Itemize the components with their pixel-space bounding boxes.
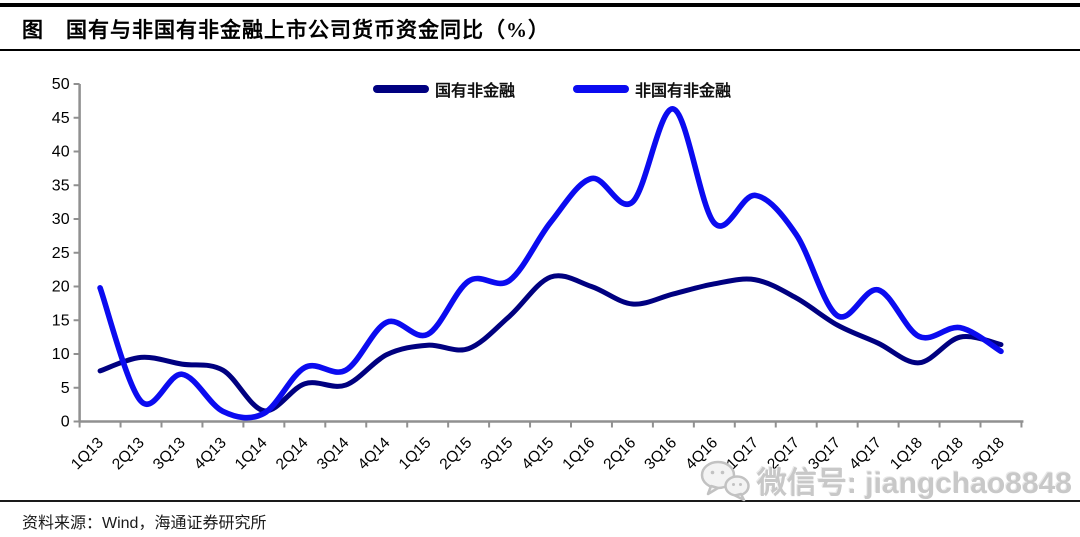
- legend-label: 非国有非金融: [635, 83, 732, 100]
- svg-text:0: 0: [61, 414, 70, 431]
- svg-text:3Q16: 3Q16: [641, 434, 680, 473]
- svg-text:30: 30: [52, 211, 70, 228]
- svg-text:1Q15: 1Q15: [396, 434, 435, 473]
- svg-text:3Q13: 3Q13: [150, 434, 189, 473]
- svg-text:50: 50: [52, 76, 70, 93]
- svg-text:10: 10: [52, 346, 70, 363]
- svg-text:2Q13: 2Q13: [109, 434, 148, 473]
- top-border-rule: [0, 3, 1080, 7]
- page-title: 图 国有与非国有非金融上市公司货币资金同比（%）: [22, 18, 550, 42]
- svg-text:1Q17: 1Q17: [723, 434, 762, 473]
- legend-line-swatch-blue: [573, 85, 629, 93]
- svg-text:1Q18: 1Q18: [887, 434, 926, 473]
- svg-text:35: 35: [52, 177, 70, 194]
- footer-divider-rule: [0, 500, 1080, 502]
- svg-text:2Q17: 2Q17: [764, 434, 803, 473]
- legend-label: 国有非金融: [434, 83, 515, 100]
- svg-text:40: 40: [52, 144, 70, 161]
- legend-item-non-state-owned: 非国有非金融: [573, 77, 731, 101]
- svg-text:1Q16: 1Q16: [559, 434, 598, 473]
- svg-text:3Q15: 3Q15: [478, 434, 517, 473]
- source-note: 资料来源：Wind，海通证券研究所: [22, 515, 267, 532]
- svg-text:2Q15: 2Q15: [437, 434, 476, 473]
- chart-legend: 国有非金融 非国有非金融: [80, 77, 1024, 101]
- title-underline-rule: [0, 49, 1080, 51]
- svg-text:4Q16: 4Q16: [682, 434, 721, 473]
- svg-text:3Q14: 3Q14: [314, 434, 353, 473]
- svg-text:1Q14: 1Q14: [232, 434, 271, 473]
- svg-text:45: 45: [52, 110, 70, 127]
- svg-text:3Q18: 3Q18: [969, 434, 1008, 473]
- svg-text:25: 25: [52, 245, 70, 262]
- svg-text:4Q17: 4Q17: [846, 434, 885, 473]
- svg-text:5: 5: [61, 380, 70, 397]
- svg-text:2Q18: 2Q18: [928, 434, 967, 473]
- svg-text:3Q17: 3Q17: [805, 434, 844, 473]
- svg-text:4Q15: 4Q15: [519, 434, 558, 473]
- svg-text:20: 20: [52, 279, 70, 296]
- svg-text:2Q14: 2Q14: [273, 434, 312, 473]
- svg-text:2Q16: 2Q16: [600, 434, 639, 473]
- legend-item-state-owned: 国有非金融: [372, 77, 515, 101]
- svg-text:1Q13: 1Q13: [68, 434, 107, 473]
- legend-line-swatch-navy: [372, 85, 429, 93]
- svg-text:15: 15: [52, 312, 70, 329]
- svg-text:4Q13: 4Q13: [191, 434, 230, 473]
- svg-text:4Q14: 4Q14: [355, 434, 394, 473]
